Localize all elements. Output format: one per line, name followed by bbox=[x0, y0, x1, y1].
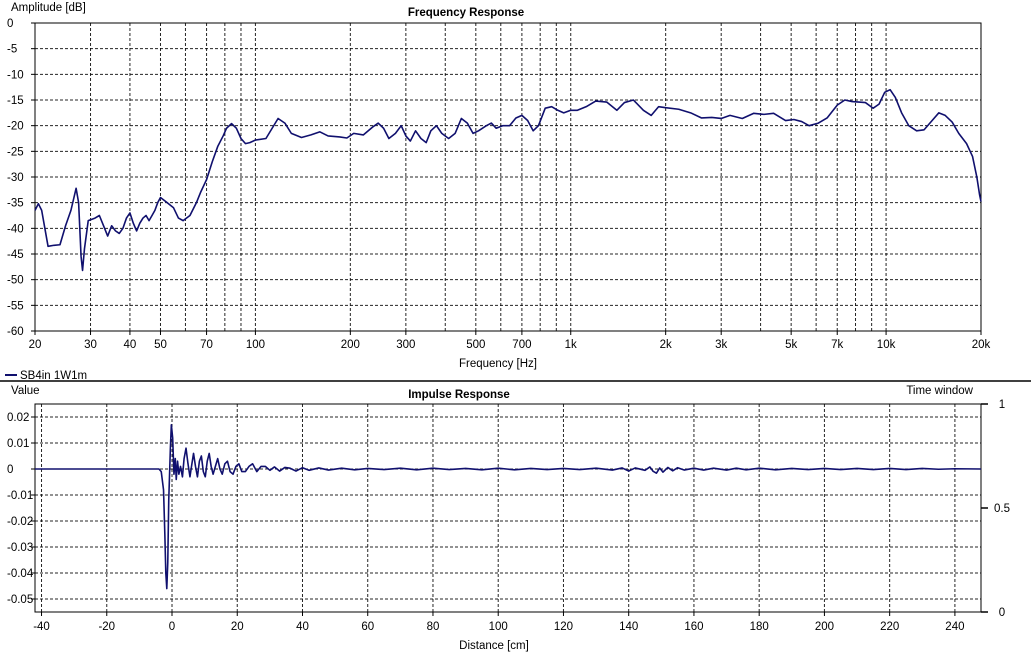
ir-y-tick-label-5: -0.03 bbox=[7, 542, 33, 554]
fr-x-tick-label-8: 500 bbox=[466, 339, 485, 351]
ir-y2-tick-label-0: 1 bbox=[999, 399, 1005, 411]
ir-y2-tick-label-1: 0.5 bbox=[994, 503, 1010, 515]
fr-x-tick-label-11: 2k bbox=[660, 339, 672, 351]
fr-x-tick-label-6: 200 bbox=[341, 339, 360, 351]
fr-x-tick-label-7: 300 bbox=[396, 339, 415, 351]
ir-y-tick-label-2: 0 bbox=[7, 464, 13, 476]
impulse-response-plot-area bbox=[34, 403, 982, 613]
fr-y-tick-label-8: -40 bbox=[7, 223, 24, 235]
legend-item-sb4in: SB4in 1W1m bbox=[20, 370, 87, 382]
fr-x-tick-label-3: 50 bbox=[154, 339, 167, 351]
fr-y-tick-label-12: -60 bbox=[7, 326, 24, 338]
ir-y-tick-label-3: -0.01 bbox=[7, 490, 33, 502]
ir-y-tick-label-1: 0.01 bbox=[7, 438, 29, 450]
fr-x-tick-label-4: 70 bbox=[200, 339, 213, 351]
legend: SB4in 1W1m bbox=[5, 370, 87, 382]
fr-y-tick-label-11: -55 bbox=[7, 300, 24, 312]
impulse-response-ticks: -40 -20 0 20 40 60 80 100 120 140 160 180 200 220 2400… bbox=[7, 399, 1010, 633]
fr-y-tick-label-10: -50 bbox=[7, 275, 24, 287]
fr-y-tick-label-4: -20 bbox=[7, 121, 24, 133]
fr-y-tick-label-6: -30 bbox=[7, 172, 24, 184]
ir-y-tick-label-4: -0.02 bbox=[7, 516, 33, 528]
ir-x-tick-label-3: 20 bbox=[231, 621, 244, 633]
impulse-response-x-axis-title: Distance [cm] bbox=[459, 640, 529, 652]
fr-x-tick-label-15: 10k bbox=[877, 339, 896, 351]
impulse-response-y-axis-title: Value bbox=[11, 385, 40, 397]
impulse-response-grid bbox=[35, 404, 981, 612]
ir-y2-tick-label-2: 0 bbox=[999, 607, 1005, 619]
fr-y-tick-label-2: -10 bbox=[7, 69, 24, 81]
fr-y-tick-label-0: 0 bbox=[7, 18, 13, 30]
ir-y-tick-label-0: 0.02 bbox=[7, 412, 29, 424]
fr-y-tick-label-9: -45 bbox=[7, 249, 24, 261]
fr-x-tick-label-2: 40 bbox=[124, 339, 137, 351]
fr-x-tick-label-14: 7k bbox=[831, 339, 843, 351]
ir-x-tick-label-11: 180 bbox=[750, 621, 769, 633]
ir-x-tick-label-10: 160 bbox=[684, 621, 703, 633]
ir-x-tick-label-8: 120 bbox=[554, 621, 573, 633]
fr-x-tick-label-9: 700 bbox=[512, 339, 531, 351]
fr-x-tick-label-13: 5k bbox=[785, 339, 797, 351]
frequency-response-y-axis-title: Amplitude [dB] bbox=[11, 2, 86, 14]
ir-x-tick-label-14: 240 bbox=[945, 621, 964, 633]
ir-x-tick-label-6: 80 bbox=[427, 621, 440, 633]
frequency-response-x-axis-title: Frequency [Hz] bbox=[459, 358, 537, 370]
ir-x-tick-label-2: 0 bbox=[169, 621, 175, 633]
frequency-response-series-line bbox=[34, 88, 982, 272]
fr-x-tick-label-1: 30 bbox=[84, 339, 97, 351]
impulse-response-y2-axis-title: Time window bbox=[906, 385, 973, 397]
fr-x-tick-label-10: 1k bbox=[565, 339, 577, 351]
fr-x-tick-label-12: 3k bbox=[715, 339, 727, 351]
fr-x-tick-label-0: 20 bbox=[29, 339, 42, 351]
ir-x-tick-label-13: 220 bbox=[880, 621, 899, 633]
impulse-response-title: Impulse Response bbox=[408, 389, 510, 401]
frequency-response-grid bbox=[34, 22, 982, 332]
ir-y-tick-label-6: -0.04 bbox=[7, 568, 34, 580]
frequency-response-ticks: 0 -5 -10 -15 -20 -25 -30 -35 -40 -45 -50 -55 -60 20 30… bbox=[7, 18, 991, 351]
ir-x-tick-label-4: 40 bbox=[296, 621, 309, 633]
fr-y-tick-label-7: -35 bbox=[7, 198, 24, 210]
ir-y-tick-label-7: -0.05 bbox=[7, 594, 33, 606]
ir-x-tick-label-7: 100 bbox=[489, 621, 508, 633]
ir-x-tick-label-9: 140 bbox=[619, 621, 638, 633]
impulse-response-chart: Impulse Response Value Time window Dista… bbox=[7, 385, 1010, 652]
fr-y-tick-label-5: -25 bbox=[7, 146, 24, 158]
ir-x-tick-label-1: -20 bbox=[98, 621, 115, 633]
frequency-response-plot-area bbox=[34, 22, 982, 332]
ir-x-tick-label-0: -40 bbox=[33, 621, 50, 633]
impulse-response-series-line bbox=[35, 424, 982, 590]
frequency-response-chart: Frequency Response Amplitude [dB] Freque… bbox=[7, 2, 991, 370]
ir-x-tick-label-5: 60 bbox=[361, 621, 374, 633]
fr-y-tick-label-1: -5 bbox=[7, 44, 17, 56]
fr-y-tick-label-3: -15 bbox=[7, 95, 24, 107]
fr-x-tick-label-16: 20k bbox=[972, 339, 991, 351]
frequency-response-title: Frequency Response bbox=[408, 7, 524, 19]
ir-x-tick-label-12: 200 bbox=[815, 621, 834, 633]
fr-x-tick-label-5: 100 bbox=[246, 339, 265, 351]
